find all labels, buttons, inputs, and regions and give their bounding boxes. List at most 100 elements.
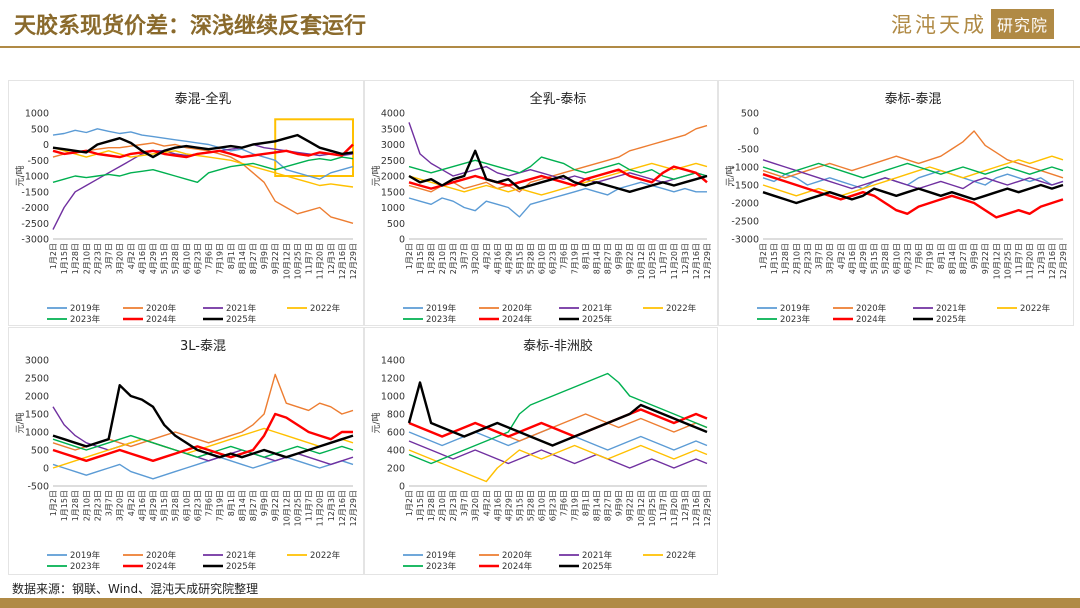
y-tick-label: 3000 (381, 140, 405, 151)
x-tick-label: 10月12日 (282, 490, 291, 526)
series-line-2020 (408, 124, 708, 193)
legend-label-2024: 2024年 (146, 561, 177, 572)
y-tick-label: 1000 (25, 428, 49, 439)
x-tick-label: 4月29日 (504, 490, 513, 521)
y-tick-label: 200 (387, 464, 405, 475)
x-tick-label: 9月9日 (260, 490, 269, 516)
y-tick-label: 600 (387, 428, 405, 439)
y-tick-label: 500 (741, 109, 759, 120)
x-tick-label: 12月3日 (681, 490, 690, 521)
x-tick-label: 10月12日 (282, 243, 291, 279)
x-tick-label: 11月20日 (1026, 243, 1035, 279)
chart-title: 泰标-泰混 (885, 92, 942, 107)
x-tick-label: 4月29日 (859, 243, 868, 274)
logo-box: 研究院 (990, 9, 1054, 39)
x-tick-label: 12月16日 (338, 490, 347, 526)
x-tick-label: 8月1日 (937, 243, 946, 269)
x-tick-label: 1月28日 (427, 490, 436, 521)
series-line-2021 (762, 159, 1064, 190)
x-tick-label: 2月10日 (438, 243, 447, 274)
legend-label-2023: 2023年 (70, 314, 101, 325)
y-tick-label: -3000 (731, 235, 759, 246)
x-tick-label: 6月23日 (548, 243, 557, 274)
series-line-2022 (408, 162, 708, 196)
x-tick-label: 8月14日 (238, 490, 247, 521)
x-tick-label: 8月27日 (604, 490, 613, 521)
x-tick-label: 9月22日 (626, 243, 635, 274)
series-line-2023 (52, 156, 354, 184)
x-tick-label: 3月20日 (471, 490, 480, 521)
y-tick-label: 0 (399, 482, 405, 493)
y-tick-label: -500 (737, 145, 759, 156)
x-tick-label: 8月27日 (249, 243, 258, 274)
y-tick-label: -2500 (731, 217, 759, 228)
series-line-2024 (408, 408, 708, 438)
x-tick-label: 1月2日 (759, 243, 768, 269)
y-tick-label: 1500 (25, 410, 49, 421)
x-tick-label: 11月7日 (659, 490, 668, 521)
x-tick-label: 2月23日 (449, 490, 458, 521)
chart-title: 3L-泰混 (180, 339, 226, 354)
chart-panel-3: 泰标-泰混 500 0 -500 -1000 -1500 -2000 -2500 -3000 元/… (718, 80, 1074, 326)
x-tick-label: 7月6日 (205, 243, 214, 269)
series-line-2023 (408, 156, 708, 180)
footer-bar (0, 598, 1080, 608)
x-tick-label: 2月23日 (803, 243, 812, 274)
x-tick-label: 5月15日 (160, 490, 169, 521)
logo-text: 混沌天成 (890, 13, 987, 37)
x-tick-label: 11月20日 (670, 490, 679, 526)
x-tick-label: 10月12日 (637, 490, 646, 526)
x-tick-label: 4月16日 (848, 243, 857, 274)
x-tick-label: 1月28日 (781, 243, 790, 274)
x-tick-label: 3月20日 (826, 243, 835, 274)
x-tick-label: 5月15日 (515, 243, 524, 274)
legend-label-2022: 2022年 (310, 303, 341, 314)
series-line-2024 (52, 143, 354, 159)
legend-label-2023: 2023年 (426, 561, 457, 572)
x-tick-label: 6月10日 (537, 243, 546, 274)
x-tick-label: 2月23日 (449, 243, 458, 274)
chart-title: 全乳-泰标 (530, 91, 587, 107)
x-tick-label: 4月2日 (482, 243, 491, 269)
x-tick-label: 7月19日 (216, 243, 225, 274)
x-tick-label: 4月16日 (493, 243, 502, 274)
legend-label-2024: 2024年 (856, 314, 887, 325)
legend-label-2019: 2019年 (780, 303, 811, 314)
x-tick-label: 9月22日 (981, 243, 990, 274)
y-axis-label: 元/吨 (370, 412, 382, 433)
x-tick-label: 1月15日 (416, 490, 425, 521)
x-tick-label: 10月12日 (992, 243, 1001, 279)
y-tick-label: 500 (387, 219, 405, 230)
legend-label-2021: 2021年 (226, 303, 257, 314)
y-tick-label: 1000 (25, 109, 49, 120)
legend-label-2022: 2022年 (666, 550, 697, 561)
chart-title: 泰标-非洲胶 (523, 338, 593, 354)
x-tick-label: 12月3日 (327, 490, 336, 521)
y-tick-label: 3500 (381, 124, 405, 135)
x-tick-label: 3月7日 (105, 243, 114, 269)
legend-label-2022: 2022年 (1020, 303, 1051, 314)
chart-title: 泰混-全乳 (175, 91, 232, 107)
legend-label-2024: 2024年 (146, 314, 177, 325)
y-tick-label: 2500 (25, 374, 49, 385)
series-line-2022 (52, 147, 354, 188)
x-tick-label: 7月19日 (571, 490, 580, 521)
y-tick-label: 2000 (381, 172, 405, 183)
y-tick-label: 2500 (381, 156, 405, 167)
x-tick-label: 9月9日 (970, 243, 979, 269)
data-source: 数据来源：钢联、Wind、混沌天成研究院整理 (12, 582, 259, 596)
x-tick-label: 12月3日 (681, 243, 690, 274)
y-tick-label: -1000 (731, 163, 759, 174)
x-tick-label: 1月28日 (427, 243, 436, 274)
x-tick-label: 8月27日 (959, 243, 968, 274)
x-tick-label: 6月10日 (182, 490, 191, 521)
x-tick-label: 8月14日 (593, 490, 602, 521)
y-tick-label: -2000 (731, 199, 759, 210)
x-tick-label: 8月1日 (227, 490, 236, 516)
x-tick-label: 4月16日 (138, 243, 147, 274)
x-tick-label: 3月7日 (105, 490, 114, 516)
x-tick-label: 9月22日 (271, 490, 280, 521)
series-line-2024 (762, 173, 1064, 219)
x-tick-label: 12月16日 (338, 243, 347, 279)
